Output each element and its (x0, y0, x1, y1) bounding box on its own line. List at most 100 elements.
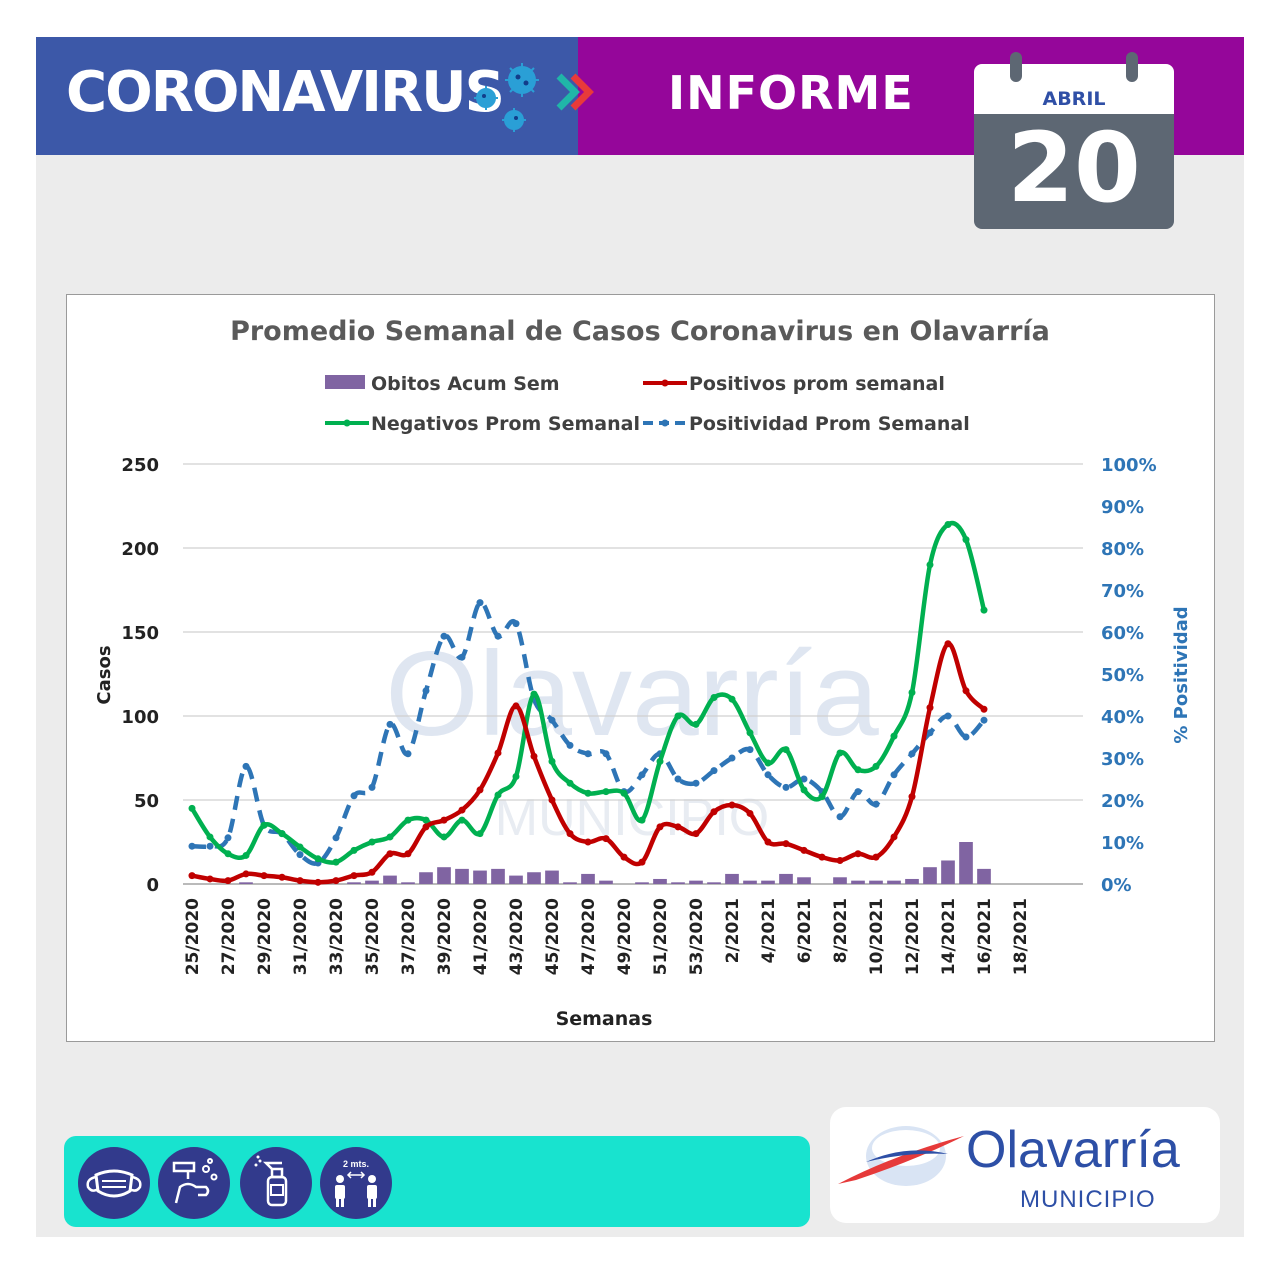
data-point (530, 690, 538, 698)
data-point (818, 793, 826, 801)
data-point (674, 823, 682, 831)
data-point (548, 757, 556, 765)
data-point (476, 786, 484, 794)
data-point (242, 870, 250, 878)
data-point (296, 851, 304, 859)
data-point (440, 816, 448, 824)
header-title: CORONAVIRUS (66, 60, 505, 125)
data-point (800, 846, 808, 854)
y-tick-label: 200 (121, 539, 159, 560)
data-point (260, 872, 268, 880)
bar (473, 870, 487, 884)
x-tick-label: 27/2020 (219, 898, 239, 975)
y-tick-label: 50 (134, 791, 159, 812)
data-point (494, 632, 502, 640)
calendar-body (974, 114, 1174, 229)
data-point (242, 762, 250, 770)
data-point (872, 762, 880, 770)
bar (743, 880, 757, 884)
data-point (296, 877, 304, 885)
data-point (746, 746, 754, 754)
data-point (296, 843, 304, 851)
x-tick-label: 47/2020 (579, 898, 599, 975)
data-point (746, 809, 754, 817)
x-tick-label: 41/2020 (471, 898, 491, 975)
y2-tick-label: 50% (1101, 665, 1144, 686)
data-point (440, 833, 448, 841)
data-point (458, 653, 466, 661)
data-point (422, 687, 430, 695)
data-point (782, 783, 790, 791)
data-point (836, 749, 844, 757)
bar (689, 880, 703, 884)
data-point (512, 702, 520, 710)
bar (761, 880, 775, 884)
y2-tick-label: 0% (1101, 875, 1132, 896)
data-point (692, 720, 700, 728)
bar (779, 873, 793, 884)
data-point (890, 771, 898, 779)
y2-tick-label: 30% (1101, 749, 1144, 770)
data-point (782, 840, 790, 848)
data-point (566, 741, 574, 749)
bar (851, 880, 865, 884)
data-point (890, 732, 898, 740)
bar (599, 880, 613, 884)
bar (239, 882, 253, 884)
data-point (332, 877, 340, 885)
data-point (188, 842, 196, 850)
data-point (728, 754, 736, 762)
bar (365, 880, 379, 884)
data-point (584, 789, 592, 797)
bar (401, 882, 415, 884)
data-point (908, 793, 916, 801)
chart: Olavarría MUNICIPIO Promedio Semanal de Ca… (94, 316, 1192, 1030)
x-tick-label: 53/2020 (687, 898, 707, 975)
legend-label: Negativos Prom Semanal (371, 413, 640, 435)
legend-label: Positividad Prom Semanal (689, 413, 970, 435)
data-point (530, 752, 538, 760)
x-tick-label: 14/2021 (939, 898, 959, 975)
data-point (458, 806, 466, 814)
data-point (764, 838, 772, 846)
data-point (926, 561, 934, 569)
calendar-day: 20 (1007, 112, 1141, 224)
data-point (350, 792, 358, 800)
data-point (440, 632, 448, 640)
header-subtitle: INFORME (668, 66, 914, 120)
data-point (386, 720, 394, 728)
data-point (350, 872, 358, 880)
x-tick-label: 31/2020 (291, 898, 311, 975)
bar (833, 877, 847, 884)
y2-tick-label: 20% (1101, 791, 1144, 812)
data-point (602, 750, 610, 758)
data-point (350, 846, 358, 854)
data-point (476, 599, 484, 607)
watermark-name: Olavarría (385, 627, 879, 761)
data-point (944, 640, 952, 648)
x-tick-label: 6/2021 (795, 898, 815, 963)
data-point (566, 830, 574, 838)
bar (491, 868, 505, 884)
x-tick-label: 8/2021 (831, 898, 851, 963)
x-tick-label: 4/2021 (759, 898, 779, 963)
data-point (728, 695, 736, 703)
data-point (764, 771, 772, 779)
data-point (620, 789, 628, 797)
data-point (206, 842, 214, 850)
y2-axis-title: % Positividad (1171, 606, 1192, 743)
legend-swatch (325, 375, 365, 389)
data-point (332, 858, 340, 866)
mask-icon (78, 1147, 150, 1219)
data-point (836, 856, 844, 864)
legend-marker (343, 419, 351, 427)
data-point (638, 771, 646, 779)
x-tick-label: 12/2021 (903, 898, 923, 975)
data-point (584, 750, 592, 758)
data-point (548, 716, 556, 724)
data-point (278, 873, 286, 881)
virus-icon (474, 63, 539, 132)
bar (905, 878, 919, 884)
x-tick-label: 39/2020 (435, 898, 455, 975)
data-point (962, 733, 970, 741)
